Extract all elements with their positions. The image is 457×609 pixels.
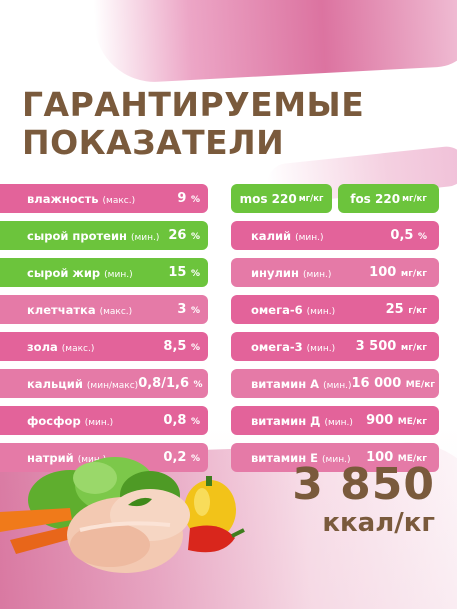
nutrient-row: кальций (мин/макс) 0,8/1,6 % bbox=[0, 369, 208, 398]
nutrient-row: влажность (макс.) 9 % bbox=[0, 184, 208, 213]
yellow-pepper-icon bbox=[184, 476, 236, 540]
left-column: влажность (макс.) 9 % сырой протеин (мин.… bbox=[0, 184, 208, 480]
fos-badge: fos 220 мг/кг bbox=[338, 184, 439, 213]
carrot-icon bbox=[0, 508, 82, 554]
food-illustration bbox=[0, 457, 245, 573]
nutrient-row: сырой жир (мин.) 15 % bbox=[0, 258, 208, 287]
energy-number: 3 850 bbox=[292, 459, 435, 510]
nutrient-row: калий (мин.) 0,5 % bbox=[231, 221, 439, 250]
nutrient-row: витамин А (мин.) 16 000 МЕ/кг bbox=[231, 369, 439, 398]
nutrient-row: витамин Е (мин.) 100 МЕ/кг bbox=[231, 443, 439, 472]
nutrient-row: омега-6 (мин.) 25 г/кг bbox=[231, 295, 439, 324]
red-pepper-icon bbox=[188, 525, 245, 553]
title-line-1: ГАРАНТИРУЕМЫЕ bbox=[22, 85, 365, 124]
chicken-breast-icon bbox=[67, 489, 190, 573]
energy-unit: ккал/кг bbox=[322, 508, 435, 538]
nutrient-row: фосфор (мин.) 0,8 % bbox=[0, 406, 208, 435]
energy-value: 3 850 ккал/кг bbox=[292, 459, 435, 539]
nutrient-row: витамин Д (мин.) 900 МЕ/кг bbox=[231, 406, 439, 435]
title-line-2: ПОКАЗАТЕЛИ bbox=[22, 123, 285, 162]
nutrient-row: инулин (мин.) 100 мг/кг bbox=[231, 258, 439, 287]
nutrient-row: сырой протеин (мин.) 26 % bbox=[0, 221, 208, 250]
herb-icon bbox=[128, 497, 152, 507]
nutrient-row: зола (макс.) 8,5 % bbox=[0, 332, 208, 361]
mos-badge: mos 220 мг/кг bbox=[231, 184, 332, 213]
decorative-brush-top bbox=[92, 0, 457, 85]
page-title: ГАРАНТИРУЕМЫЕ ПОКАЗАТЕЛИ bbox=[22, 86, 364, 162]
nutrient-row: омега-3 (мин.) 3 500 мг/кг bbox=[231, 332, 439, 361]
prebiotics-row: mos 220 мг/кг fos 220 мг/кг bbox=[231, 184, 439, 213]
right-column: mos 220 мг/кг fos 220 мг/кг калий (мин.) 0,… bbox=[231, 184, 439, 480]
nutrient-row: клетчатка (макс.) 3 % bbox=[0, 295, 208, 324]
